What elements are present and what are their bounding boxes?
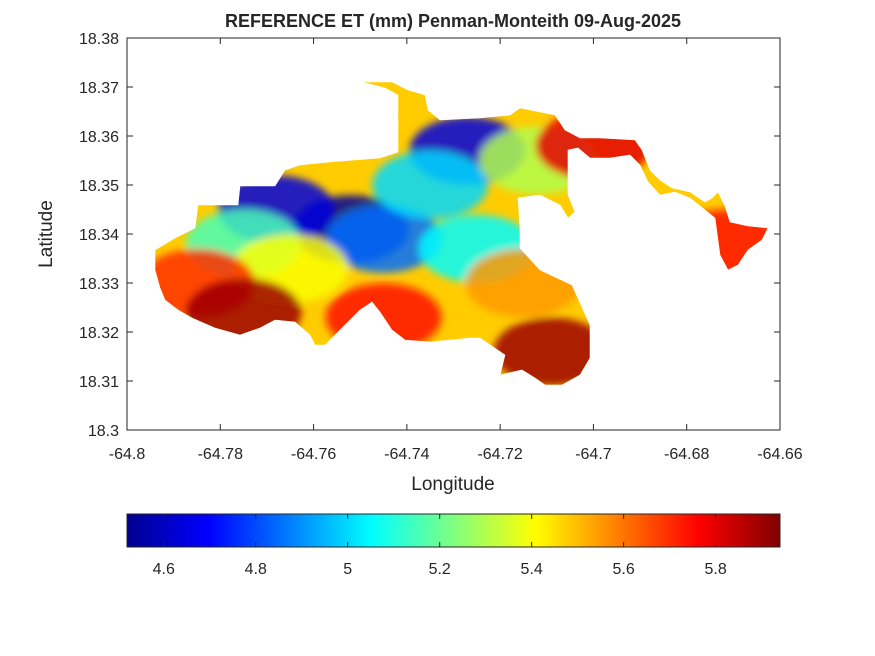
y-axis-label: Latitude: [36, 200, 57, 268]
colorbar-ticks: 4.6 4.8 5 5.2 5.4 5.6 5.8: [153, 514, 727, 578]
et-region-4: [372, 151, 489, 219]
colorbar-tick-label: 5.2: [429, 561, 451, 578]
x-tick-label: -64.68: [664, 446, 709, 463]
plot-frame: [126, 37, 781, 431]
x-tick-label: -64.72: [477, 446, 522, 463]
et-region-3: [325, 204, 442, 273]
colorbar-tick-label: 5.6: [613, 561, 635, 578]
x-axis: -64.8 -64.78 -64.76 -64.74 -64.72 -64.7 -64.68…: [109, 38, 803, 463]
x-tick-label: -64.76: [291, 446, 336, 463]
x-tick-label: -64.7: [575, 446, 612, 463]
colorbar-tick-label: 5.4: [521, 561, 543, 578]
colorbar: [126, 513, 781, 548]
y-tick-label: 18.32: [79, 325, 119, 342]
y-tick-label: 18.3: [88, 423, 119, 440]
y-tick-label: 18.37: [79, 80, 119, 97]
chart-title: REFERENCE ET (mm) Penman-Monteith 09-Aug…: [225, 11, 681, 31]
y-tick-label: 18.33: [79, 276, 119, 293]
colorbar-tick-label: 4.6: [153, 561, 175, 578]
colorbar-tick-label: 5.8: [704, 561, 726, 578]
colorbar-tick-label: 5: [343, 561, 352, 578]
y-tick-label: 18.38: [79, 31, 119, 48]
x-tick-label: -64.66: [757, 446, 802, 463]
y-tick-label: 18.34: [79, 227, 119, 244]
et-region-15: [493, 317, 610, 385]
x-tick-label: -64.78: [198, 446, 243, 463]
x-tick-label: -64.8: [109, 446, 146, 463]
x-tick-label: -64.74: [384, 446, 429, 463]
x-axis-label: Longitude: [411, 474, 494, 495]
y-tick-label: 18.36: [79, 129, 119, 146]
y-axis: 18.3 18.31 18.32 18.33 18.34 18.35 18.36 18.37 1…: [79, 31, 780, 440]
colorbar-tick-label: 4.8: [245, 561, 267, 578]
y-tick-label: 18.35: [79, 178, 119, 195]
y-tick-label: 18.31: [79, 374, 119, 391]
